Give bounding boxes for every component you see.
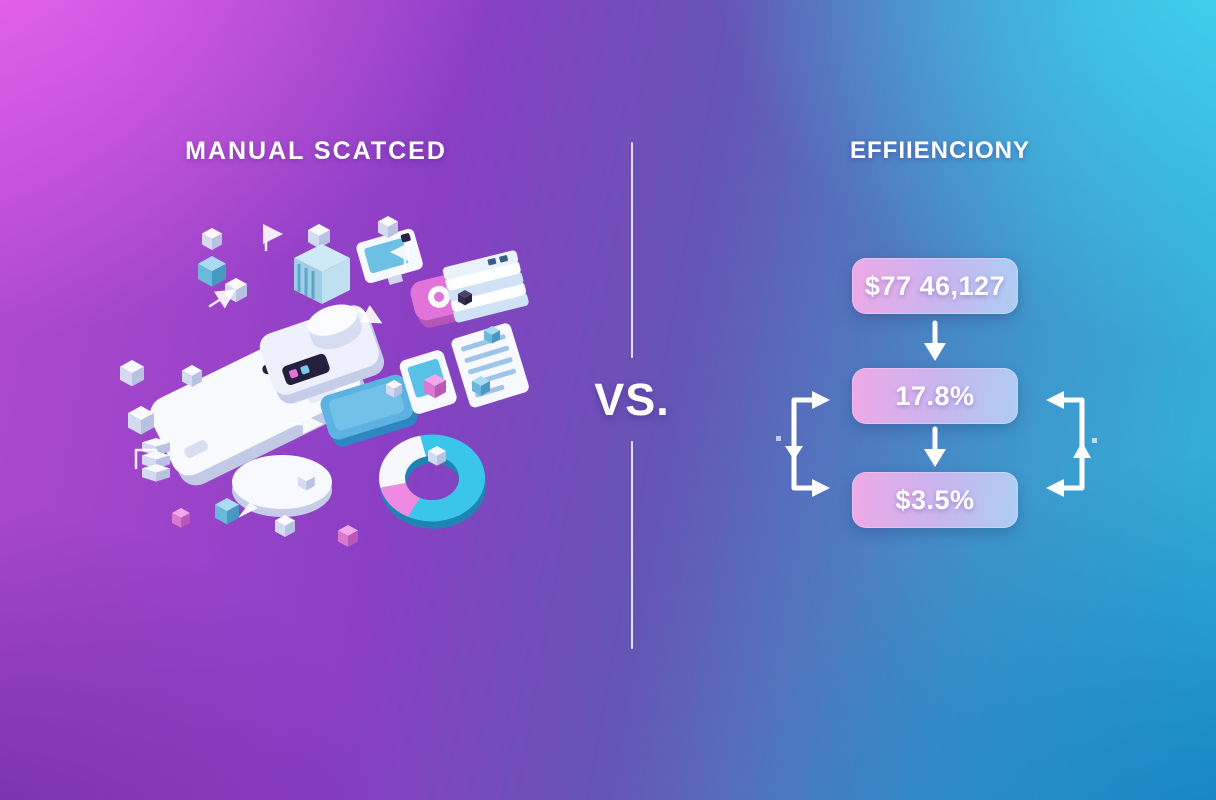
disc-icon xyxy=(232,455,332,518)
monitor-icon xyxy=(356,228,423,286)
flow-step-3-value: $3.5% xyxy=(895,484,975,515)
connector-arrow-icon xyxy=(134,224,410,470)
divider-line-top xyxy=(631,142,633,358)
flow-step-2: 17.8% xyxy=(852,368,1018,424)
flow-step-1: $77 46,127 xyxy=(852,258,1018,314)
divider-line-bottom xyxy=(631,441,633,649)
loop-arrow-right-icon xyxy=(1046,391,1097,497)
flow-step-3: $3.5% xyxy=(852,472,1018,528)
arrow-down-icon xyxy=(924,426,946,467)
loop-arrow-left-icon xyxy=(776,391,830,497)
left-panel-title: MANUAL SCATCED xyxy=(185,137,447,165)
vs-label: VS. xyxy=(594,374,670,425)
isometric-cluster-illustration xyxy=(120,216,529,547)
server-tower-icon xyxy=(294,224,350,304)
donut-chart-icon xyxy=(379,434,487,529)
right-panel-title: EFFIIENCIONY xyxy=(849,137,1030,164)
paper-stack-icon xyxy=(442,250,529,323)
flow-step-1-value: $77 46,127 xyxy=(864,270,1006,301)
flow-step-2-value: 17.8% xyxy=(895,380,975,411)
arrow-down-icon xyxy=(924,320,946,361)
speaker-pad-icon xyxy=(259,304,385,404)
